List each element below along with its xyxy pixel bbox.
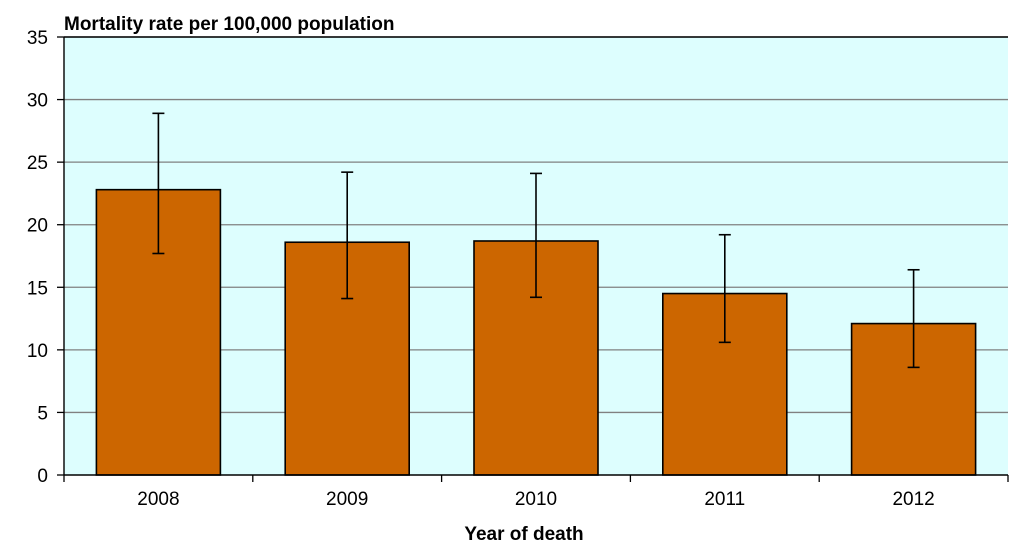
error-bar-2008 — [152, 112, 165, 255]
y-tick-label: 30 — [27, 91, 48, 112]
x-tick-label: 2008 — [137, 489, 179, 510]
error-bar-2009 — [341, 171, 354, 300]
y-tick-label: 20 — [27, 216, 48, 237]
y-tick-label: 10 — [27, 341, 48, 362]
y-tick-label: 25 — [27, 153, 48, 174]
error-bar-2012 — [907, 268, 920, 369]
error-bar-2011 — [718, 233, 731, 344]
axes — [63, 36, 1008, 476]
x-tick-label: 2009 — [326, 489, 368, 510]
x-tick-label: 2010 — [515, 489, 557, 510]
y-axis-ticks: 0 5 10 15 20 25 30 35 — [27, 28, 64, 487]
y-axis-label: Mortality rate per 100,000 population — [64, 14, 394, 35]
y-tick-label: 35 — [27, 28, 48, 49]
x-axis-label: Year of death — [464, 524, 583, 545]
error-bars — [152, 112, 920, 369]
y-tick-label: 15 — [27, 278, 48, 299]
x-tick-label: 2011 — [704, 489, 745, 510]
y-tick-label: 5 — [37, 403, 48, 424]
y-tick-label: 0 — [37, 466, 48, 487]
error-bar-2010 — [530, 172, 542, 299]
x-tick-label: 2012 — [892, 489, 934, 510]
x-axis-ticks: 2008 2009 2010 2011 2012 — [63, 475, 1009, 510]
